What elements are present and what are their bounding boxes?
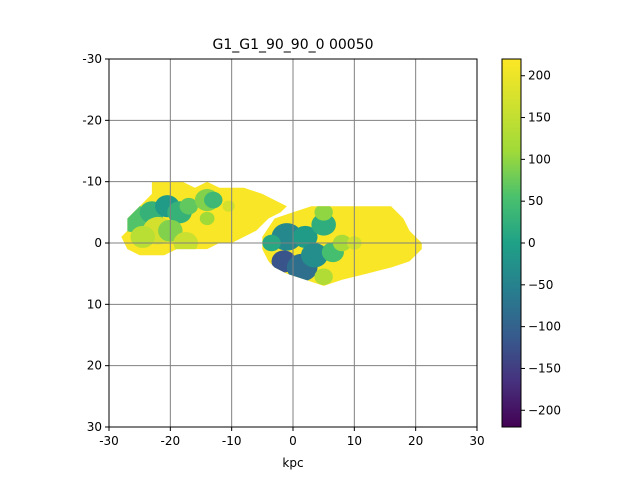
velocity-cell [293, 225, 318, 248]
colorbar-axis: 200 150 100 50 0 −50 −100 −150 −200 [521, 69, 561, 417]
y-tick-label: 30 [87, 420, 102, 434]
y-tick-label: -10 [82, 175, 102, 189]
colorbar-tick-label: 50 [528, 194, 543, 208]
velocity-cell [311, 213, 336, 236]
velocity-cell [204, 191, 223, 209]
x-tick-label: 0 [289, 434, 297, 448]
colorbar-tick-label: −50 [528, 278, 553, 292]
right-galaxy [262, 206, 422, 286]
x-tick-label: -10 [222, 434, 242, 448]
colorbar-tick-label: −150 [528, 361, 561, 375]
x-axis-label: kpc [282, 456, 303, 470]
colorbar-tick-label: −100 [528, 320, 561, 334]
colorbar-tick-label: 0 [528, 236, 536, 250]
velocity-cell [314, 206, 333, 221]
x-tick-label: 30 [469, 434, 484, 448]
velocity-cell [222, 200, 235, 212]
colorbar-tick-label: 100 [528, 152, 551, 166]
y-axis: -30 -20 -10 0 10 20 30 [82, 52, 109, 434]
velocity-cell [199, 211, 215, 226]
x-tick-label: -20 [161, 434, 181, 448]
y-tick-label: 20 [87, 359, 102, 373]
velocity-cell [314, 268, 333, 286]
x-tick-label: 20 [408, 434, 423, 448]
plot-area [121, 181, 422, 286]
y-tick-label: -20 [82, 113, 102, 127]
colorbar-tick-label: −200 [528, 403, 561, 417]
y-tick-label: 0 [94, 236, 102, 250]
x-tick-label: -30 [99, 434, 119, 448]
colorbar-tick-label: 200 [528, 69, 551, 83]
velocity-cell [300, 243, 328, 268]
grid-lines [109, 59, 477, 427]
colorbar-tick-label: 150 [528, 111, 551, 125]
colorbar [501, 58, 522, 428]
y-tick-label: 10 [87, 297, 102, 311]
velocity-cell [130, 225, 155, 248]
left-galaxy [121, 181, 287, 256]
x-axis: -30 -20 -10 0 10 20 30 [99, 427, 485, 448]
velocity-cell [179, 197, 198, 215]
y-tick-label: -30 [82, 52, 102, 66]
chart-title: G1_G1_90_90_0 00050 [212, 37, 373, 53]
x-tick-label: 10 [347, 434, 362, 448]
